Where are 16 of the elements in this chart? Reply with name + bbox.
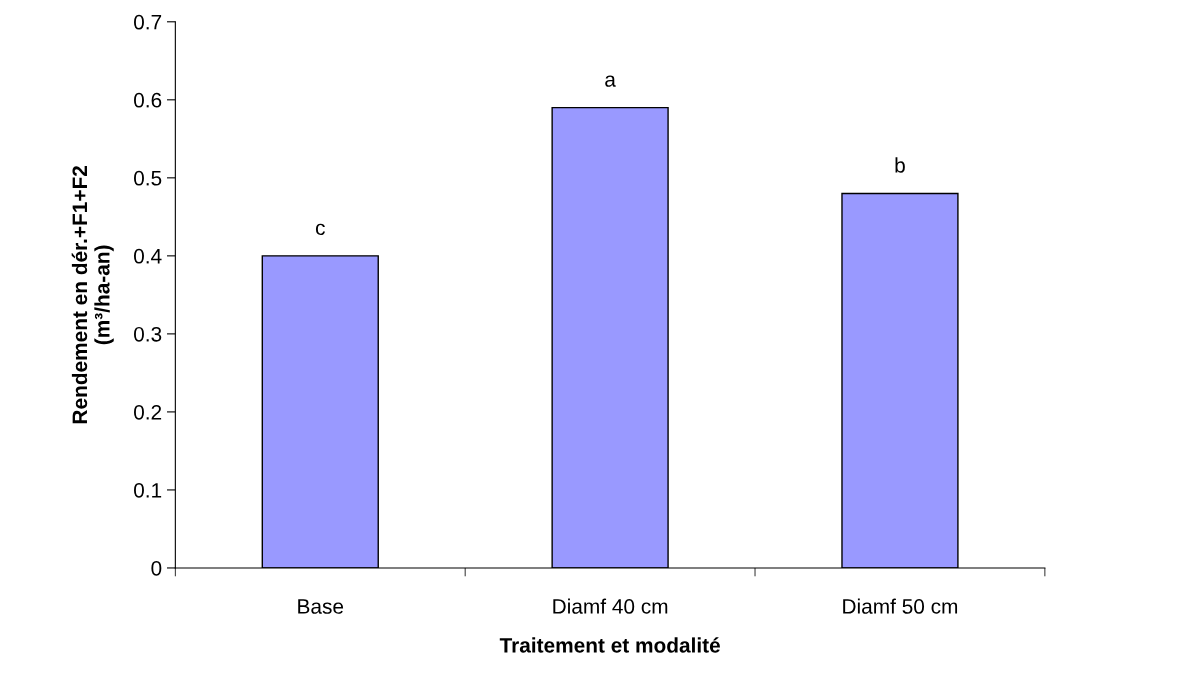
x-tick-label: Base xyxy=(298,599,344,614)
y-tick-label: 0.5 xyxy=(134,170,162,186)
y-tick-label: 0.2 xyxy=(134,404,162,420)
annotation: a xyxy=(605,75,616,87)
annotation: b xyxy=(895,157,905,173)
x-tick-label: Diamf 50 cm xyxy=(843,598,958,614)
y-axis-title: Rendement en dér.+F1+F2 (m³/ha-an) xyxy=(71,166,114,424)
x-axis-title: Traitement et modalité xyxy=(499,637,720,653)
y-tick-label: 0.3 xyxy=(134,326,162,342)
y-tick-label: 0.7 xyxy=(134,14,162,30)
y-tick-label: 0.4 xyxy=(134,248,162,264)
y-tick-label: 0 xyxy=(151,560,162,576)
annotation: c xyxy=(315,223,325,236)
y-tick-label: 0.6 xyxy=(134,92,162,108)
y-tick-label: 0.1 xyxy=(134,482,162,498)
x-tick-label: Diamf 40 cm xyxy=(553,598,668,614)
